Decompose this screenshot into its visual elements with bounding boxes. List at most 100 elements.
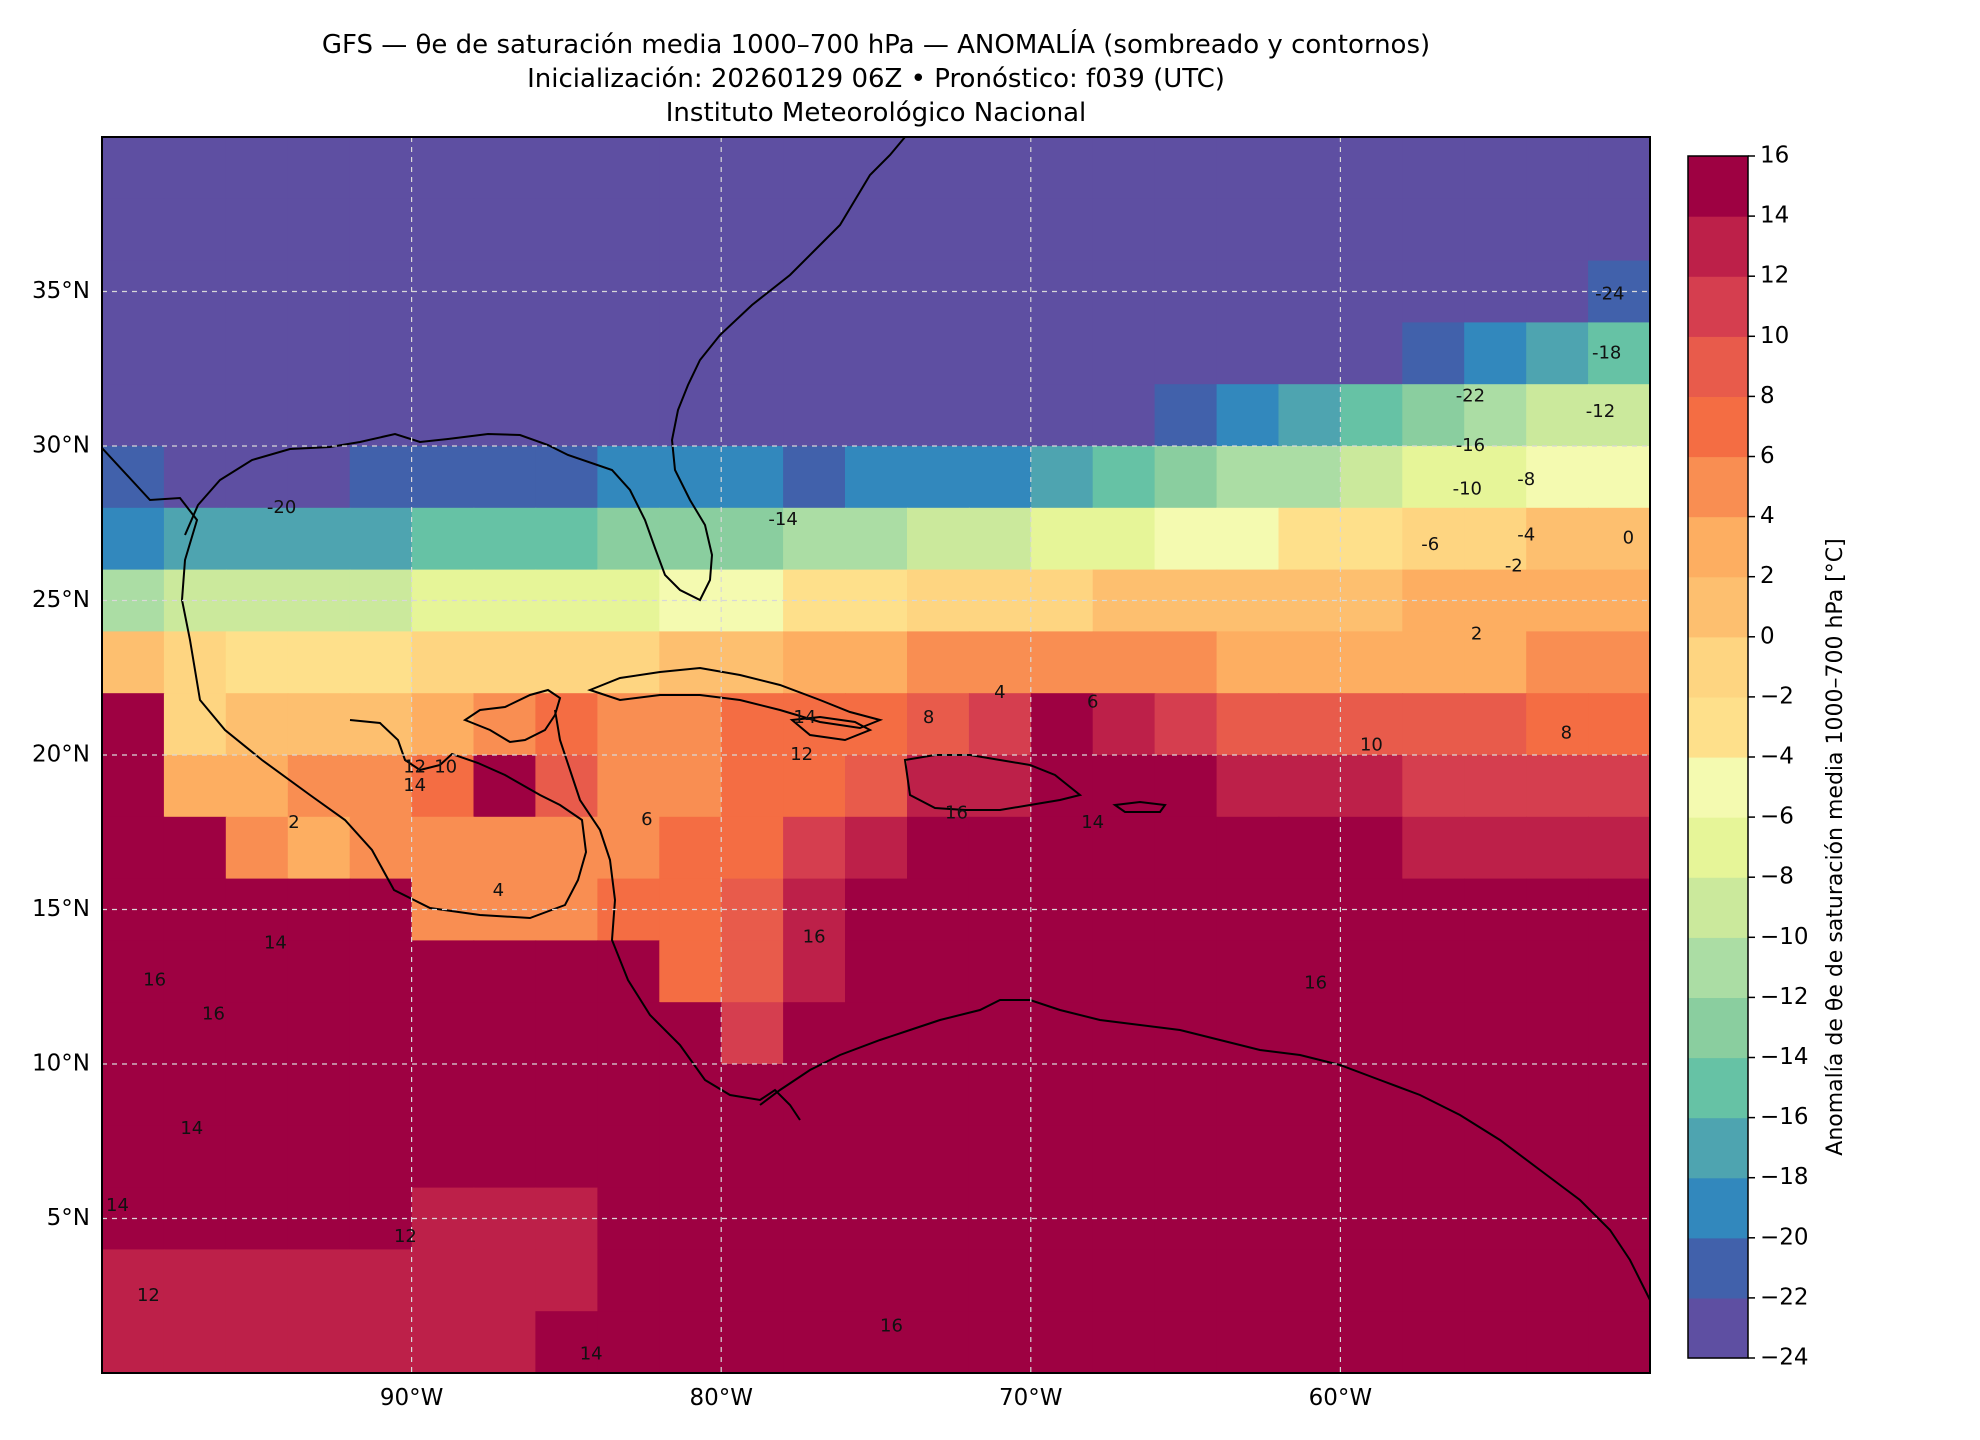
contour-label: 16 bbox=[880, 1316, 903, 1337]
contour-label: 4 bbox=[994, 682, 1005, 703]
anomaly-cell bbox=[225, 631, 289, 694]
colorbar-tick-label: 14 bbox=[1760, 203, 1789, 229]
anomaly-cell bbox=[721, 1311, 784, 1373]
colorbar-swatch bbox=[1688, 696, 1748, 758]
anomaly-cell bbox=[907, 878, 970, 942]
anomaly-cell bbox=[659, 507, 722, 571]
anomaly-cell bbox=[1278, 1002, 1342, 1065]
anomaly-cell bbox=[287, 693, 351, 756]
anomaly-cell bbox=[1216, 631, 1280, 694]
anomaly-cell bbox=[225, 755, 289, 818]
lat-tick-label: 15°N bbox=[32, 896, 90, 922]
anomaly-cell bbox=[1278, 322, 1342, 385]
map-axes: 35°N 30°N 25°N 20°N 15°N 10°N 5°N 90°W 80°W 70°W 6… bbox=[32, 278, 1372, 1411]
colorbar-tick-label: 8 bbox=[1760, 383, 1775, 409]
anomaly-cell bbox=[907, 693, 970, 756]
anomaly-cell bbox=[102, 137, 165, 200]
colorbar-swatch bbox=[1688, 516, 1748, 578]
anomaly-cell bbox=[1588, 137, 1650, 200]
anomaly-cell bbox=[783, 384, 846, 447]
anomaly-cell bbox=[845, 198, 908, 262]
lat-tick-label: 20°N bbox=[32, 742, 90, 768]
anomaly-cell bbox=[1092, 322, 1156, 385]
contour-label: 14 bbox=[264, 933, 287, 954]
anomaly-cell bbox=[1216, 1249, 1280, 1312]
contour-label: 16 bbox=[803, 926, 826, 947]
anomaly-cell bbox=[1216, 1064, 1280, 1127]
anomaly-cell bbox=[1092, 137, 1156, 200]
contour-label: 12 bbox=[790, 744, 813, 765]
anomaly-cell bbox=[597, 693, 661, 756]
anomaly-cell bbox=[1030, 755, 1094, 818]
contour-label: 8 bbox=[1561, 722, 1572, 743]
anomaly-cell bbox=[721, 1002, 784, 1065]
anomaly-cell bbox=[1216, 137, 1280, 200]
anomaly-cell bbox=[287, 260, 351, 324]
anomaly-cell bbox=[721, 507, 784, 571]
anomaly-cell bbox=[163, 816, 227, 880]
anomaly-cell bbox=[1588, 260, 1650, 324]
anomaly-cell bbox=[1030, 384, 1094, 447]
anomaly-cell bbox=[1278, 1249, 1342, 1312]
anomaly-cell bbox=[1278, 878, 1342, 942]
anomaly-cell bbox=[1526, 446, 1589, 509]
anomaly-cell bbox=[1216, 322, 1280, 385]
anomaly-cell bbox=[102, 1249, 165, 1312]
colorbar-tick-label: 2 bbox=[1760, 563, 1775, 589]
anomaly-cell bbox=[1588, 940, 1650, 1003]
coastline-jamaica bbox=[789, 715, 873, 742]
anomaly-cell bbox=[783, 816, 846, 880]
anomaly-cell bbox=[1278, 1311, 1342, 1373]
contour-label: -8 bbox=[1517, 469, 1535, 490]
lon-tick-label: 70°W bbox=[999, 1385, 1063, 1411]
anomaly-cell bbox=[968, 1002, 1032, 1065]
anomaly-cell bbox=[473, 322, 537, 385]
colorbar-swatch bbox=[1688, 877, 1748, 938]
anomaly-cell bbox=[721, 384, 784, 447]
colorbar-swatch bbox=[1688, 1117, 1748, 1179]
contour-label: -22 bbox=[1456, 386, 1485, 407]
anomaly-cell bbox=[411, 755, 475, 818]
anomaly-cell bbox=[287, 1187, 351, 1251]
anomaly-cell bbox=[845, 631, 908, 694]
anomaly-cell bbox=[349, 446, 413, 509]
lon-tick-label: 90°W bbox=[380, 1385, 444, 1411]
anomaly-cell bbox=[1588, 384, 1650, 447]
anomaly-cell bbox=[721, 446, 784, 509]
coastline-hispaniola bbox=[903, 754, 1083, 811]
colorbar-tick-label: 16 bbox=[1760, 143, 1789, 169]
anomaly-cell bbox=[1030, 137, 1094, 200]
contour-label: 4 bbox=[493, 880, 504, 901]
anomaly-cell bbox=[473, 940, 537, 1003]
anomaly-cell bbox=[349, 1311, 413, 1373]
anomaly-cell bbox=[1030, 446, 1094, 509]
colorbar: 16 14 12 10 8 6 4 2 0 −2 −4 −6 −8 −10 −12 −14 −16 −18 −20 −… bbox=[1687, 143, 1809, 1371]
colorbar-swatch bbox=[1688, 336, 1748, 397]
colorbar-swatch bbox=[1688, 1237, 1748, 1299]
contour-label: -4 bbox=[1517, 525, 1535, 546]
anomaly-cell bbox=[845, 384, 908, 447]
contour-label: 14 bbox=[580, 1344, 603, 1365]
anomaly-cell bbox=[721, 322, 784, 385]
anomaly-cell bbox=[1030, 816, 1094, 880]
anomaly-cell bbox=[225, 1002, 289, 1065]
anomaly-cell bbox=[102, 322, 165, 385]
anomaly-cell bbox=[1092, 755, 1156, 818]
anomaly-cell bbox=[1464, 322, 1527, 385]
anomaly-cell bbox=[1526, 507, 1589, 571]
anomaly-cell bbox=[659, 1125, 722, 1189]
anomaly-cell bbox=[1092, 1002, 1156, 1065]
anomaly-cell bbox=[597, 569, 661, 633]
anomaly-cell bbox=[287, 1311, 351, 1373]
anomaly-cell bbox=[968, 137, 1032, 200]
anomaly-cell bbox=[659, 260, 722, 324]
anomaly-cell bbox=[783, 137, 846, 200]
anomaly-cell bbox=[907, 446, 970, 509]
anomaly-cell bbox=[1340, 137, 1404, 200]
anomaly-cell bbox=[473, 1125, 537, 1189]
anomaly-cell bbox=[845, 816, 908, 880]
anomaly-cell bbox=[1464, 755, 1527, 818]
anomaly-cell bbox=[225, 816, 289, 880]
anomaly-cell bbox=[1464, 446, 1527, 509]
contour-label: 14 bbox=[1081, 812, 1104, 833]
